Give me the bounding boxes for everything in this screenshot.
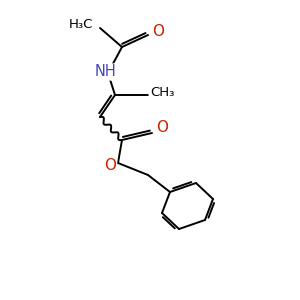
Text: CH₃: CH₃ [150, 86, 174, 100]
Text: H₃C: H₃C [69, 19, 93, 32]
Text: O: O [156, 121, 168, 136]
Text: O: O [152, 23, 164, 38]
Text: NH: NH [94, 64, 116, 80]
Text: O: O [104, 158, 116, 172]
